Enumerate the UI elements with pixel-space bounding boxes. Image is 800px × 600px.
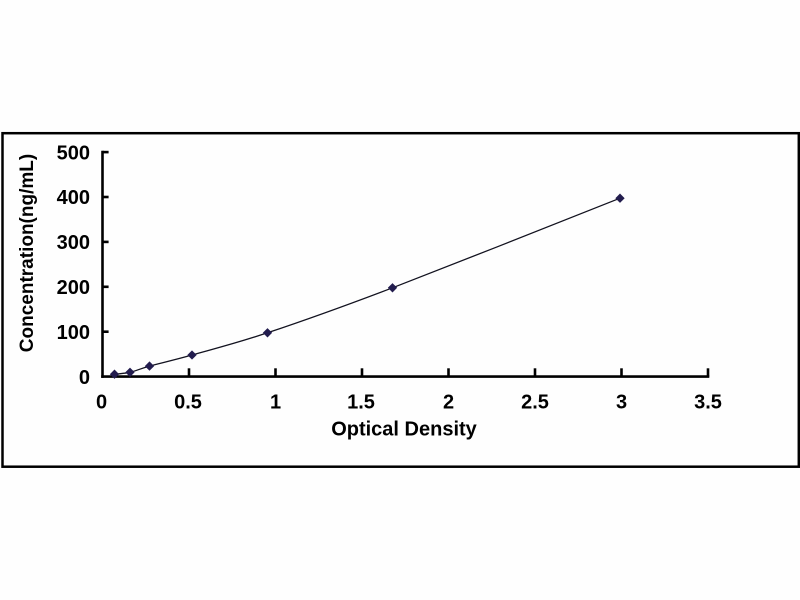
svg-text:Concentration(ng/mL): Concentration(ng/mL)	[17, 154, 38, 352]
svg-text:1.5: 1.5	[347, 392, 375, 414]
svg-text:0.5: 0.5	[174, 392, 202, 414]
svg-text:100: 100	[57, 322, 90, 344]
svg-text:500: 500	[57, 142, 90, 164]
svg-text:1: 1	[270, 392, 281, 414]
svg-text:Optical Density: Optical Density	[331, 419, 477, 441]
svg-text:2.5: 2.5	[521, 392, 549, 414]
svg-text:3: 3	[616, 392, 627, 414]
svg-text:2: 2	[443, 392, 454, 414]
svg-text:3.5: 3.5	[694, 392, 722, 414]
svg-text:200: 200	[57, 277, 90, 299]
svg-text:400: 400	[57, 187, 90, 209]
svg-text:0: 0	[96, 392, 107, 414]
svg-text:300: 300	[57, 232, 90, 254]
svg-text:0: 0	[79, 367, 90, 389]
